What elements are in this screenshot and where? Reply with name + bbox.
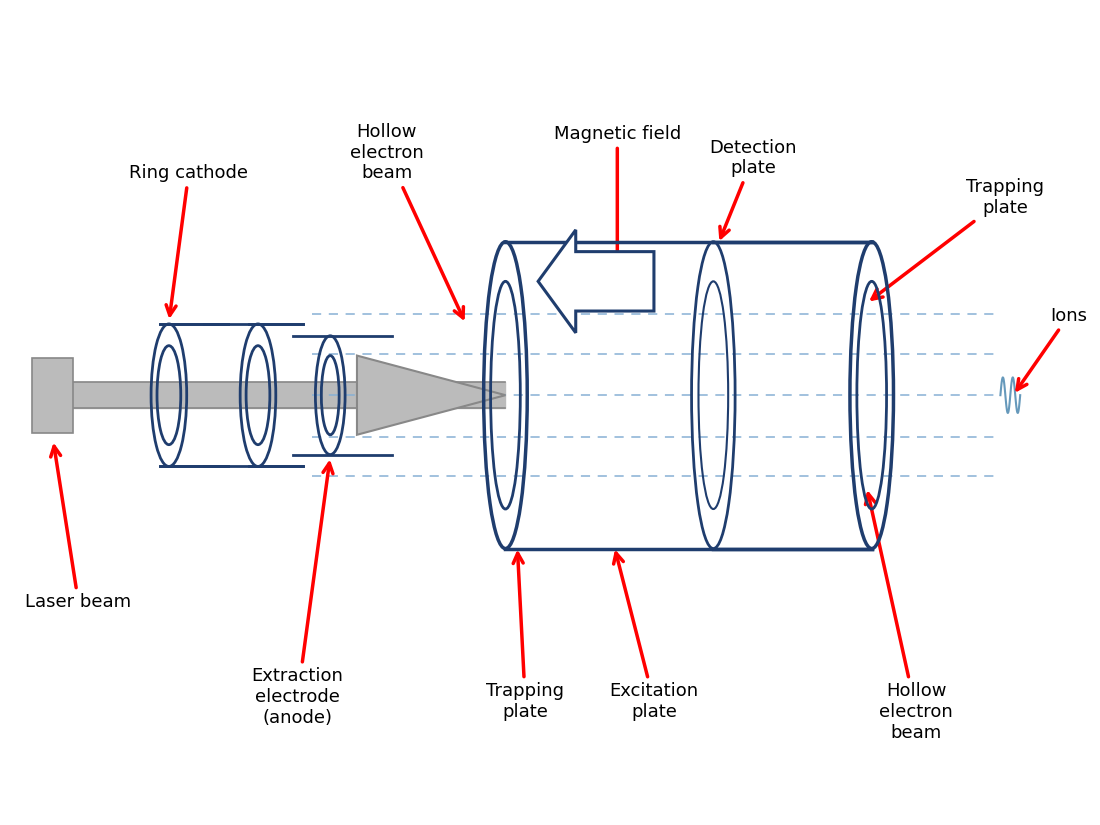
Bar <box>32 357 73 433</box>
Text: Laser beam: Laser beam <box>25 446 132 611</box>
Polygon shape <box>358 356 506 435</box>
Text: Extraction
electrode
(anode): Extraction electrode (anode) <box>252 463 343 727</box>
Text: Trapping
plate: Trapping plate <box>486 554 564 721</box>
Text: Magnetic field: Magnetic field <box>553 125 681 270</box>
Text: Trapping
plate: Trapping plate <box>872 178 1044 299</box>
Text: Hollow
electron
beam: Hollow electron beam <box>350 123 463 318</box>
Text: Detection
plate: Detection plate <box>710 139 796 238</box>
Text: Excitation
plate: Excitation plate <box>609 553 698 721</box>
Text: Ring cathode: Ring cathode <box>129 164 249 315</box>
Text: Ions: Ions <box>1018 307 1087 389</box>
Text: Hollow
electron
beam: Hollow electron beam <box>866 493 953 742</box>
Polygon shape <box>538 230 653 332</box>
